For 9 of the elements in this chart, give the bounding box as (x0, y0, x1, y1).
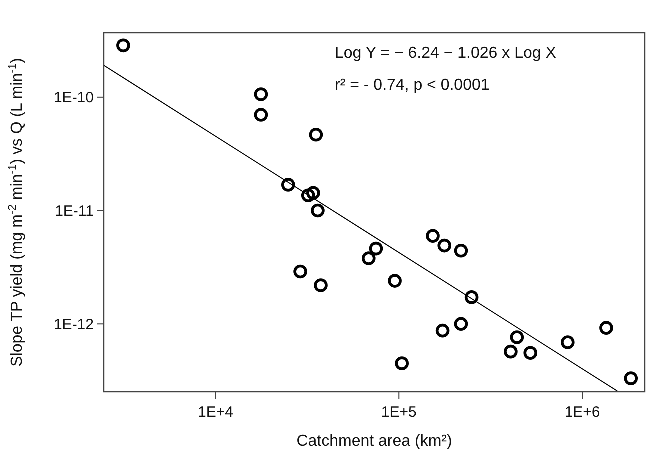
y-tick-label: 1E-12 (54, 316, 94, 334)
y-tick-label: 1E-11 (55, 203, 94, 220)
y-tick-label: 1E-10 (54, 90, 94, 107)
annotation: Log Y = − 6.24 − 1.026 x Log X (335, 45, 557, 62)
x-tick-label: 1E+6 (564, 404, 600, 421)
x-axis-title: Catchment area (km²) (296, 433, 452, 450)
x-tick-label: 1E+4 (198, 404, 234, 421)
annotation: r² = - 0.74, p < 0.0001 (335, 77, 490, 94)
x-tick-label: 1E+5 (381, 404, 417, 421)
